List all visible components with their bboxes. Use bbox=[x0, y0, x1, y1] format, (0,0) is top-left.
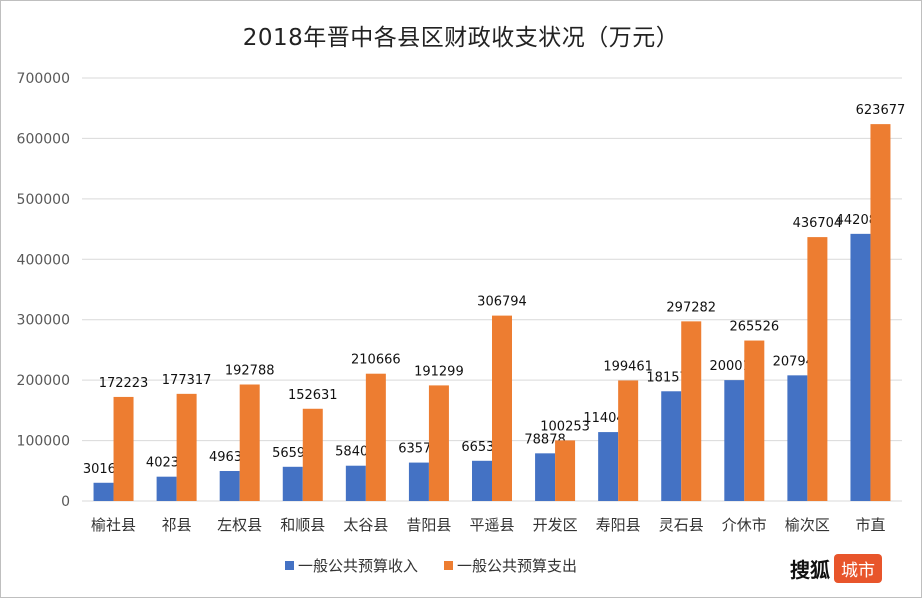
bar-income bbox=[472, 460, 492, 501]
x-tick-label: 太谷县 bbox=[343, 516, 388, 534]
x-tick-label: 榆次区 bbox=[785, 516, 830, 534]
bar-expense bbox=[807, 237, 828, 501]
data-label-expense: 297282 bbox=[666, 300, 716, 315]
x-tick-label: 左权县 bbox=[217, 516, 262, 534]
x-tick-label: 开发区 bbox=[533, 516, 578, 534]
x-tick-label: 寿阳县 bbox=[596, 516, 641, 534]
logo-badge: 城市 bbox=[834, 554, 882, 583]
x-tick-label: 平遥县 bbox=[469, 516, 514, 534]
data-label-expense: 152631 bbox=[288, 388, 338, 403]
x-tick-label: 灵石县 bbox=[659, 516, 704, 534]
sohu-logo: 搜狐 城市 bbox=[790, 554, 882, 583]
legend-swatch-expense bbox=[444, 561, 454, 570]
bar-expense bbox=[555, 440, 576, 501]
bar-income bbox=[598, 432, 619, 501]
data-label-expense: 100253 bbox=[540, 419, 590, 434]
data-label-expense: 306794 bbox=[477, 295, 527, 310]
data-label-expense: 199461 bbox=[603, 359, 653, 374]
legend-swatch-income bbox=[285, 561, 294, 570]
data-label-expense: 265526 bbox=[729, 320, 779, 335]
bar-income bbox=[787, 375, 808, 501]
x-tick-label: 祁县 bbox=[162, 516, 192, 534]
x-tick-label: 介休市 bbox=[722, 516, 767, 534]
bar-income bbox=[661, 391, 682, 501]
bar-income bbox=[345, 465, 366, 501]
data-label-expense: 177317 bbox=[162, 373, 212, 388]
data-label-expense: 192788 bbox=[225, 364, 275, 379]
bar-expense bbox=[618, 380, 639, 501]
legend-label-expense: 一般公共预算支出 bbox=[457, 557, 578, 575]
x-tick-label: 和顺县 bbox=[280, 516, 325, 534]
data-label-expense: 210666 bbox=[351, 353, 401, 368]
y-tick-label: 300000 bbox=[17, 313, 70, 329]
y-tick-label: 100000 bbox=[17, 434, 70, 450]
chart-title: 2018年晋中各县区财政收支状况（万元） bbox=[242, 25, 680, 51]
bar-expense bbox=[302, 408, 323, 501]
bar-income bbox=[156, 476, 177, 501]
legend-label-income: 一般公共预算收入 bbox=[298, 557, 419, 575]
data-label-expense: 436704 bbox=[793, 216, 843, 231]
data-label-expense: 191299 bbox=[414, 364, 464, 379]
legend: 一般公共预算收入 一般公共预算支出 bbox=[285, 555, 577, 576]
y-tick-label: 600000 bbox=[17, 131, 70, 147]
logo-text: 搜狐 bbox=[790, 558, 830, 582]
bar-expense bbox=[681, 321, 702, 501]
bar-income bbox=[282, 466, 303, 501]
bar-expense bbox=[365, 373, 386, 501]
bar-income bbox=[408, 462, 429, 501]
bar-expense bbox=[870, 124, 891, 501]
bar-income bbox=[219, 471, 240, 501]
bar-income bbox=[850, 233, 871, 501]
y-tick-label: 200000 bbox=[17, 373, 70, 389]
x-tick-label: 昔阳县 bbox=[406, 516, 451, 534]
bar-expense bbox=[428, 385, 449, 501]
legend-item-expense: 一般公共预算支出 bbox=[444, 555, 577, 576]
bar-expense bbox=[492, 315, 512, 501]
data-label-expense: 623677 bbox=[856, 103, 906, 118]
y-tick-label: 400000 bbox=[17, 252, 70, 268]
bar-income bbox=[535, 453, 556, 501]
bar-expense bbox=[744, 340, 765, 501]
y-tick-label: 0 bbox=[61, 494, 70, 510]
bar-income bbox=[93, 482, 114, 501]
data-label-expense: 172223 bbox=[99, 376, 149, 391]
bar-expense bbox=[176, 393, 197, 501]
y-tick-label: 700000 bbox=[17, 71, 70, 87]
x-tick-label: 市直 bbox=[855, 516, 885, 534]
x-tick-label: 榆社县 bbox=[91, 516, 136, 534]
y-tick-label: 500000 bbox=[17, 192, 70, 208]
legend-item-income: 一般公共预算收入 bbox=[285, 555, 418, 576]
bar-expense bbox=[239, 384, 260, 501]
bar-expense bbox=[113, 396, 134, 501]
bar-income bbox=[724, 380, 745, 501]
